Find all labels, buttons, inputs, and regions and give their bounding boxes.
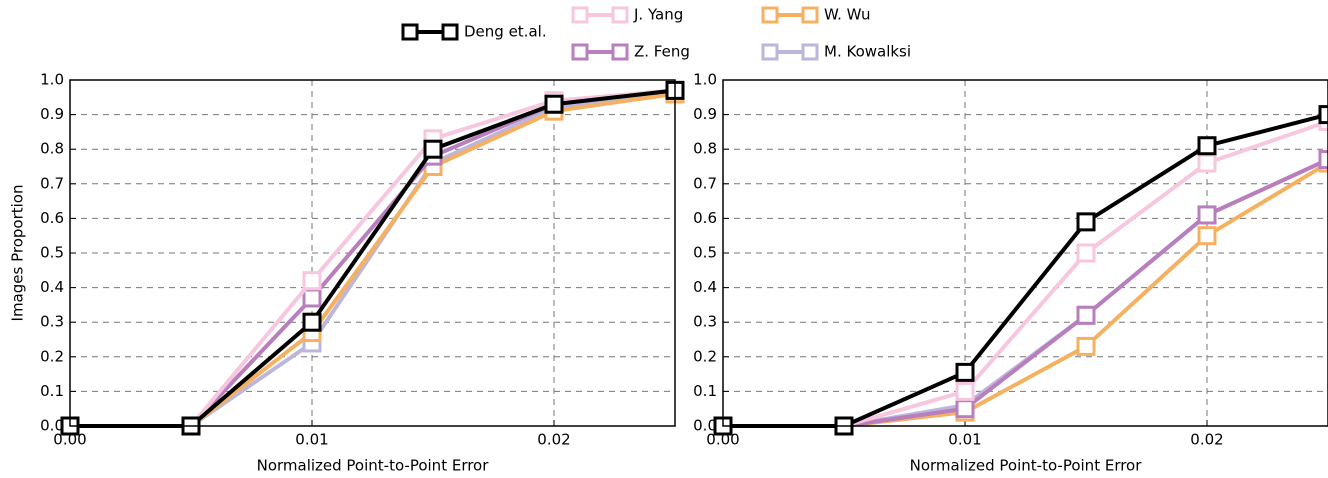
- plot-frame: [69, 79, 676, 427]
- x-tick-label: 0.02: [537, 431, 570, 449]
- marker: [955, 362, 975, 382]
- legend-marker: [611, 6, 629, 24]
- marker: [1197, 153, 1217, 173]
- legend-marker: [761, 6, 779, 24]
- series-line: [70, 91, 676, 428]
- legend-label: W. Wu: [824, 6, 870, 24]
- y-tick-label: 0.0: [693, 417, 717, 435]
- y-tick-label: 0.9: [40, 105, 64, 123]
- legend-marker: [401, 23, 419, 41]
- y-tick-label: 1.0: [693, 71, 717, 89]
- y-tick-label: 0.2: [40, 347, 64, 365]
- legend-marker: [571, 6, 589, 24]
- marker: [302, 312, 322, 332]
- y-tick-label: 0.3: [693, 313, 717, 331]
- marker: [1197, 226, 1217, 246]
- marker: [1076, 212, 1096, 232]
- legend-marker: [441, 23, 459, 41]
- series-line: [70, 88, 676, 428]
- y-tick-label: 1.0: [40, 71, 64, 89]
- legend-marker: [571, 43, 589, 61]
- x-tick-label: 0.01: [948, 431, 981, 449]
- marker: [1197, 205, 1217, 225]
- x-tick-label: 0.01: [295, 431, 328, 449]
- plot-frame: [722, 79, 1328, 427]
- legend-label: Deng et.al.: [464, 23, 547, 41]
- marker: [1076, 336, 1096, 356]
- y-tick-label: 0.8: [693, 140, 717, 158]
- y-tick-label: 0.3: [40, 313, 64, 331]
- y-axis-label: Images Proportion: [9, 185, 27, 322]
- y-tick-label: 0.6: [40, 209, 64, 227]
- y-tick-label: 0.5: [40, 244, 64, 262]
- marker: [1318, 105, 1328, 125]
- x-tick-label: 0.02: [1190, 431, 1223, 449]
- series-line: [723, 157, 1328, 428]
- series-line: [70, 88, 676, 428]
- x-axis-label: Normalized Point-to-Point Error: [257, 457, 490, 475]
- legend-marker: [611, 43, 629, 61]
- y-tick-label: 0.0: [40, 417, 64, 435]
- legend-label: J. Yang: [633, 6, 683, 24]
- y-tick-label: 0.6: [693, 209, 717, 227]
- y-tick-label: 0.1: [40, 382, 64, 400]
- marker: [955, 399, 975, 419]
- series-line: [70, 88, 676, 428]
- marker: [302, 271, 322, 291]
- legend-marker: [801, 43, 819, 61]
- x-axis-label: Normalized Point-to-Point Error: [910, 457, 1143, 475]
- legend-marker: [761, 43, 779, 61]
- marker: [1076, 243, 1096, 263]
- legend-label: M. Kowalksi: [824, 43, 911, 61]
- y-tick-label: 0.2: [693, 347, 717, 365]
- marker: [544, 94, 564, 114]
- y-tick-label: 0.7: [40, 174, 64, 192]
- y-tick-label: 0.5: [693, 244, 717, 262]
- marker: [423, 139, 443, 159]
- series-line: [70, 91, 676, 428]
- y-tick-label: 0.7: [693, 174, 717, 192]
- legend-label: Z. Feng: [634, 43, 690, 61]
- y-tick-label: 0.4: [40, 278, 64, 296]
- y-tick-label: 0.1: [693, 382, 717, 400]
- marker: [1197, 136, 1217, 156]
- marker: [955, 381, 975, 401]
- y-tick-label: 0.8: [40, 140, 64, 158]
- y-tick-label: 0.9: [693, 105, 717, 123]
- y-tick-label: 0.4: [693, 278, 717, 296]
- marker: [1076, 305, 1096, 325]
- marker: [1318, 150, 1328, 170]
- legend-marker: [801, 6, 819, 24]
- marker: [302, 288, 322, 308]
